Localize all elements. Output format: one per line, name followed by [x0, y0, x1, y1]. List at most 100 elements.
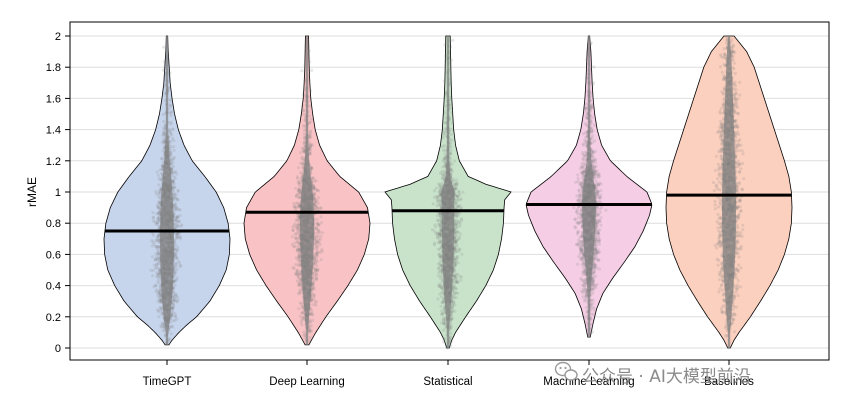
- data-point: [450, 121, 454, 125]
- data-point: [151, 211, 155, 215]
- data-point: [297, 195, 302, 199]
- data-point: [454, 258, 459, 262]
- data-point: [308, 120, 312, 124]
- data-point: [576, 216, 581, 220]
- data-point: [173, 268, 177, 272]
- data-point: [443, 54, 447, 58]
- data-point: [168, 337, 172, 341]
- data-point: [154, 245, 158, 249]
- data-point: [172, 298, 176, 302]
- data-point: [173, 217, 177, 221]
- data-point: [157, 192, 161, 196]
- data-point: [572, 206, 576, 210]
- data-point: [315, 188, 319, 192]
- data-point: [155, 257, 160, 261]
- data-point: [168, 103, 172, 107]
- data-point: [459, 278, 463, 282]
- data-point: [438, 292, 442, 296]
- data-point: [174, 292, 178, 297]
- data-point: [300, 146, 304, 150]
- data-point: [449, 313, 453, 317]
- data-point: [169, 131, 173, 135]
- data-point: [292, 201, 296, 205]
- data-point: [174, 264, 178, 268]
- data-point: [313, 201, 317, 205]
- data-point: [440, 312, 445, 316]
- data-point: [174, 248, 178, 252]
- data-point: [167, 128, 171, 132]
- data-point: [173, 315, 178, 319]
- data-point: [302, 112, 306, 116]
- data-point: [174, 219, 178, 223]
- data-point: [296, 181, 300, 185]
- data-point: [441, 340, 446, 344]
- data-point: [438, 215, 443, 220]
- data-point: [178, 235, 182, 239]
- data-point: [311, 313, 315, 317]
- data-point: [435, 195, 439, 199]
- data-point: [308, 145, 312, 149]
- data-point: [176, 215, 180, 219]
- data-point: [295, 224, 300, 228]
- data-point: [178, 265, 182, 269]
- data-point: [157, 291, 161, 295]
- data-point: [152, 263, 157, 267]
- data-point: [450, 169, 454, 173]
- data-point: [153, 258, 157, 262]
- data-point: [174, 202, 178, 206]
- data-point: [295, 226, 299, 230]
- data-point: [309, 165, 313, 169]
- data-point: [173, 272, 177, 277]
- data-point: [151, 219, 156, 223]
- data-point: [294, 236, 298, 240]
- data-point: [176, 215, 180, 220]
- data-point: [308, 89, 313, 93]
- data-point: [157, 272, 161, 276]
- data-point: [449, 344, 453, 348]
- data-point: [317, 230, 321, 234]
- data-point: [176, 246, 180, 250]
- data-point: [155, 235, 160, 239]
- data-point: [299, 150, 303, 155]
- data-point: [157, 211, 161, 215]
- data-point: [172, 155, 176, 159]
- data-point: [168, 130, 172, 134]
- data-point: [435, 214, 439, 218]
- data-point: [457, 190, 461, 194]
- data-point: [313, 254, 317, 258]
- data-point: [155, 222, 159, 227]
- data-point: [316, 196, 321, 200]
- data-point: [173, 215, 177, 220]
- data-point: [170, 325, 174, 329]
- data-point: [442, 144, 446, 148]
- data-point: [321, 231, 325, 235]
- data-point: [156, 206, 160, 210]
- data-point: [177, 220, 182, 224]
- data-point: [172, 298, 176, 302]
- data-point: [159, 324, 163, 328]
- data-point: [160, 312, 164, 316]
- data-point: [156, 218, 160, 222]
- data-point: [592, 284, 596, 288]
- data-point: [291, 225, 295, 229]
- data-point: [180, 223, 184, 227]
- data-point: [172, 145, 176, 149]
- data-point: [169, 332, 173, 336]
- data-point: [169, 153, 173, 157]
- data-point: [154, 266, 158, 270]
- data-point: [157, 183, 161, 187]
- data-point: [156, 261, 160, 265]
- data-point: [461, 190, 465, 194]
- data-point: [453, 159, 457, 163]
- data-point: [309, 129, 313, 133]
- data-point: [172, 303, 176, 307]
- data-point: [176, 298, 180, 302]
- data-point: [175, 267, 179, 271]
- data-point: [156, 237, 160, 241]
- data-point: [597, 267, 602, 271]
- data-point: [315, 269, 320, 273]
- data-point: [450, 316, 454, 320]
- data-point: [162, 45, 166, 49]
- data-point: [161, 133, 165, 137]
- data-point: [436, 262, 440, 266]
